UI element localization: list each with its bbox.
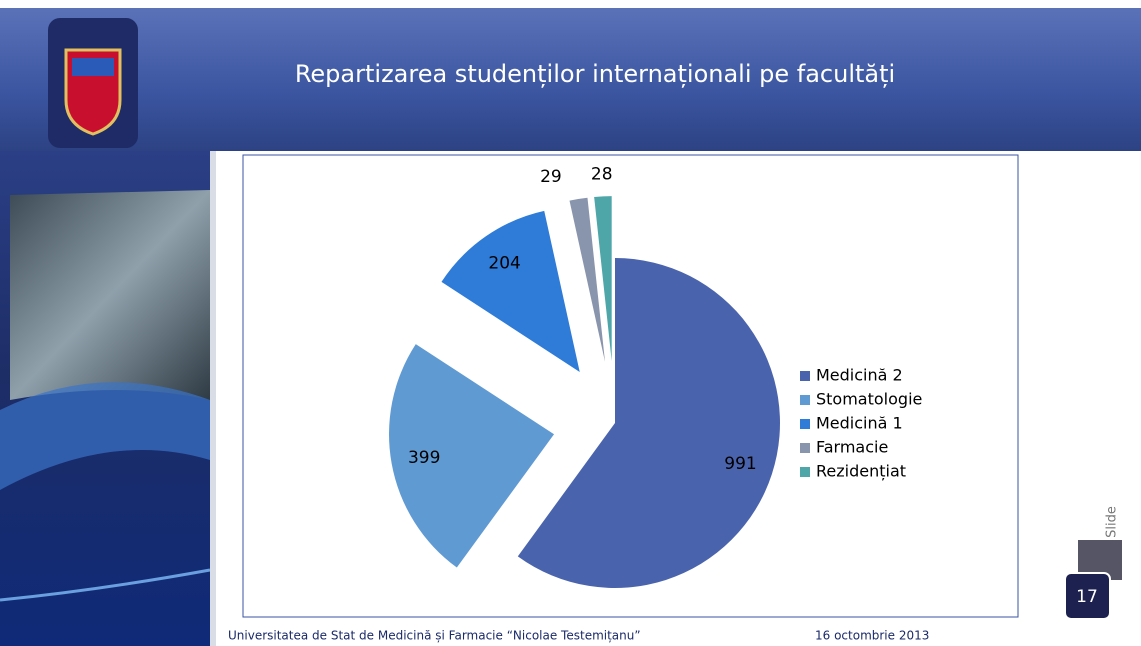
data-label: 991 [724,454,756,474]
legend-swatch [800,443,810,453]
data-label: 28 [591,164,613,184]
legend-swatch [800,371,810,381]
slide-number: 17 [1076,587,1098,607]
legend-label: Medicină 1 [816,414,903,433]
data-label: 29 [540,167,562,187]
legend-label: Stomatologie [816,390,922,409]
legend-label: Medicină 2 [816,366,903,385]
slide: Repartizarea studenților internaționali … [0,0,1141,646]
footer-left: Universitatea de Stat de Medicină și Far… [228,629,641,643]
side-photo [10,190,210,400]
page: {"chart_data": {"type": "pie", "title": … [0,0,1141,646]
legend-label: Rezidențiat [816,462,906,481]
legend-label: Farmacie [816,438,888,457]
logo-detail [72,58,114,76]
side-edge [210,151,216,646]
slide-title: Repartizarea studenților internaționali … [295,60,895,88]
legend-swatch [800,467,810,477]
slide-label: Slide [1105,506,1120,538]
legend-swatch [800,419,810,429]
data-label: 399 [408,448,440,468]
legend-swatch [800,395,810,405]
footer-right: 16 octombrie 2013 [815,629,929,643]
data-label: 204 [488,253,520,273]
